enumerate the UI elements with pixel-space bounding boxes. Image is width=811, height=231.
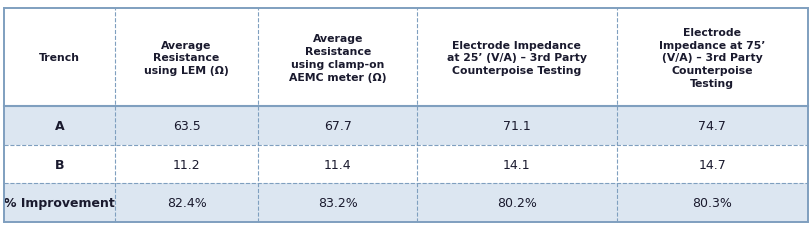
Bar bbox=[4, 183, 115, 222]
Text: Electrode Impedance
at 25’ (V/A) – 3rd Party
Counterpoise Testing: Electrode Impedance at 25’ (V/A) – 3rd P… bbox=[446, 40, 586, 76]
Text: Average
Resistance
using LEM (Ω): Average Resistance using LEM (Ω) bbox=[144, 40, 229, 76]
Text: 14.7: 14.7 bbox=[697, 158, 725, 171]
Text: B: B bbox=[54, 158, 64, 171]
Text: 80.3%: 80.3% bbox=[692, 196, 732, 209]
Bar bbox=[616, 107, 807, 145]
Bar bbox=[115, 107, 258, 145]
Bar bbox=[258, 183, 417, 222]
Text: Electrode
Impedance at 75’
(V/A) – 3rd Party
Counterpoise
Testing: Electrode Impedance at 75’ (V/A) – 3rd P… bbox=[659, 28, 765, 88]
Text: 63.5: 63.5 bbox=[173, 120, 200, 133]
Bar bbox=[616, 9, 807, 107]
Text: 82.4%: 82.4% bbox=[166, 196, 206, 209]
Bar bbox=[115, 145, 258, 183]
Text: 14.1: 14.1 bbox=[503, 158, 530, 171]
Text: 83.2%: 83.2% bbox=[317, 196, 357, 209]
Bar bbox=[4, 145, 115, 183]
Text: 11.4: 11.4 bbox=[324, 158, 351, 171]
Bar bbox=[417, 183, 616, 222]
Text: 11.2: 11.2 bbox=[173, 158, 200, 171]
Bar bbox=[258, 107, 417, 145]
Text: 67.7: 67.7 bbox=[324, 120, 351, 133]
Text: 71.1: 71.1 bbox=[503, 120, 530, 133]
Bar bbox=[616, 183, 807, 222]
Bar bbox=[616, 145, 807, 183]
Text: Trench: Trench bbox=[39, 53, 80, 63]
Bar bbox=[115, 183, 258, 222]
Text: 80.2%: 80.2% bbox=[496, 196, 536, 209]
Bar bbox=[417, 9, 616, 107]
Bar bbox=[258, 145, 417, 183]
Bar bbox=[4, 107, 115, 145]
Text: A: A bbox=[54, 120, 64, 133]
Bar bbox=[4, 9, 115, 107]
Bar bbox=[115, 9, 258, 107]
Bar bbox=[417, 107, 616, 145]
Bar bbox=[258, 9, 417, 107]
Text: Average
Resistance
using clamp-on
AEMC meter (Ω): Average Resistance using clamp-on AEMC m… bbox=[289, 34, 386, 82]
Text: 74.7: 74.7 bbox=[697, 120, 725, 133]
Text: % Improvement: % Improvement bbox=[4, 196, 115, 209]
Bar bbox=[417, 145, 616, 183]
